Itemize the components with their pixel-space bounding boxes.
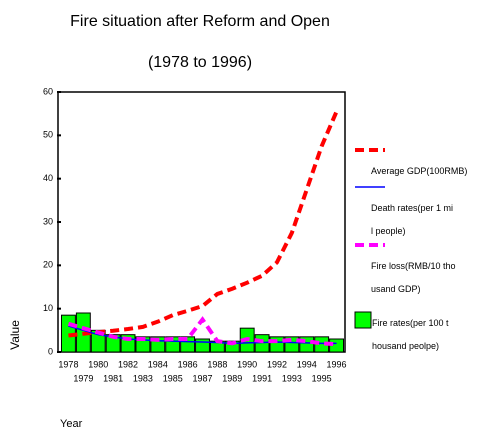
x-tick-label: 1980 [88,359,108,369]
x-tick-label: 1979 [73,373,93,383]
x-tick-label: 1984 [148,359,168,369]
chart-subtitle: (1978 to 1996) [148,54,252,71]
x-axis-label: Year [60,418,83,430]
bar [269,336,285,353]
legend-swatch [354,311,372,329]
x-tick-label: 1994 [297,359,317,369]
y-tick-label: 40 [43,173,53,183]
chart-title: Fire situation after Reform and Open [70,13,330,30]
x-tick-label: 1989 [222,373,242,383]
x-tick-label: 1990 [237,359,257,369]
bar [224,340,240,353]
y-tick-label: 0 [48,346,53,356]
line-series [68,110,339,338]
x-tick-label: 1993 [282,373,302,383]
legend-label: Death rates(per 1 mi l people) [371,203,453,236]
plot-frame [57,91,346,353]
x-tick-label: 1995 [312,373,332,383]
y-tick-label: 20 [43,260,53,270]
x-tick-label: 1991 [252,373,272,383]
legend-label: Fire loss(RMB/10 tho usand GDP) [371,261,456,294]
legend-label: Fire rates(per 100 t housand peolpe) [372,318,449,351]
x-tick-label: 1982 [118,359,138,369]
legend-label: Average GDP(100RMB) [371,166,467,176]
x-tick-label: 1992 [267,359,287,369]
x-tick-label: 1981 [103,373,123,383]
y-tick-label: 30 [43,216,53,226]
y-axis-label: Value [8,320,22,350]
x-tick-label: 1978 [58,359,78,369]
y-tick-label: 50 [43,130,53,140]
line-series [67,316,337,347]
x-tick-label: 1987 [192,373,212,383]
y-tick-label: 10 [43,303,53,313]
x-tick-label: 1986 [178,359,198,369]
x-tick-label: 1988 [207,359,227,369]
bar [195,338,210,353]
y-tick-label: 60 [43,86,53,96]
x-tick-label: 1985 [163,373,183,383]
x-tick-label: 1996 [327,359,347,369]
x-tick-label: 1983 [133,373,153,383]
